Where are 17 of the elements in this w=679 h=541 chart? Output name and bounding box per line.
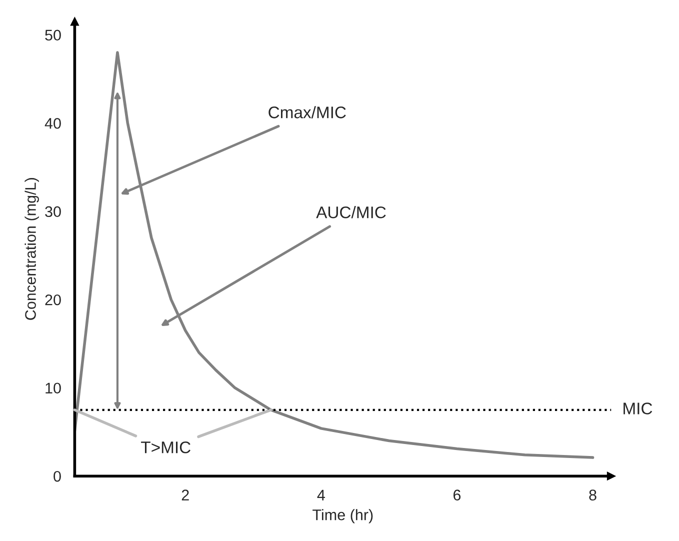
annotation: T>MIC — [141, 441, 190, 454]
y-tick-label: 40 — [44, 118, 61, 129]
y-tick-label: 50 — [45, 30, 61, 41]
ref-line-label: MIC — [624, 402, 652, 414]
line-series — [74, 51, 594, 459]
x-axis-title: Time (hr) — [312, 509, 373, 524]
y-axis-title: Concentration (mg/L) — [24, 178, 39, 320]
x-tick-label: 2 — [182, 490, 189, 500]
y-tick-label: 20 — [45, 294, 61, 306]
annotation: Cmax/MIC — [268, 106, 346, 118]
y-tick-label: 10 — [46, 382, 61, 394]
x-tick-label: 6 — [453, 490, 461, 500]
x-tick-label: 4 — [317, 490, 325, 500]
annotation: AUC/MIC — [316, 206, 386, 218]
x-tick-label: 8 — [589, 490, 596, 500]
y-tick-label: 30 — [45, 206, 61, 218]
y-tick-label: 0 — [54, 470, 61, 482]
